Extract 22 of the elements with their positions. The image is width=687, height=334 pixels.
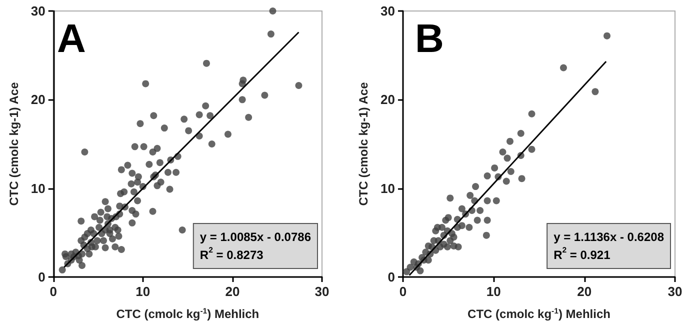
annotation: y = 1.0085x - 0.0786 (200, 230, 312, 244)
y-tick-label: 20 (30, 92, 46, 108)
chart-title: A (57, 17, 86, 61)
x-tick-label: 10 (136, 284, 150, 299)
y-axis-title: CTC (cmolc kg-1) Ace (356, 82, 371, 206)
x-tick-label: 20 (577, 284, 592, 299)
y-tick-label: 30 (30, 4, 46, 18)
y-tick-label: 0 (38, 270, 46, 284)
y-axis-title: CTC (cmolc kg-1) Ace (7, 82, 21, 206)
annotation: y = 1.1136x - 0.6208 (554, 230, 664, 244)
x-tick-label: 0 (50, 284, 57, 299)
x-tick-label: 0 (399, 284, 407, 299)
y-tick-label: 0 (388, 270, 395, 284)
y-tick-label: 10 (30, 180, 46, 196)
chart-title: B (415, 17, 444, 61)
x-tick-label: 30 (314, 284, 330, 299)
y-tick-label: 20 (380, 92, 395, 108)
x-tick-label: 30 (668, 284, 682, 299)
y-tick-label: 10 (380, 180, 395, 196)
x-tick-label: 20 (225, 284, 240, 299)
x-tick-label: 10 (486, 284, 501, 299)
y-tick-label: 30 (380, 4, 395, 18)
